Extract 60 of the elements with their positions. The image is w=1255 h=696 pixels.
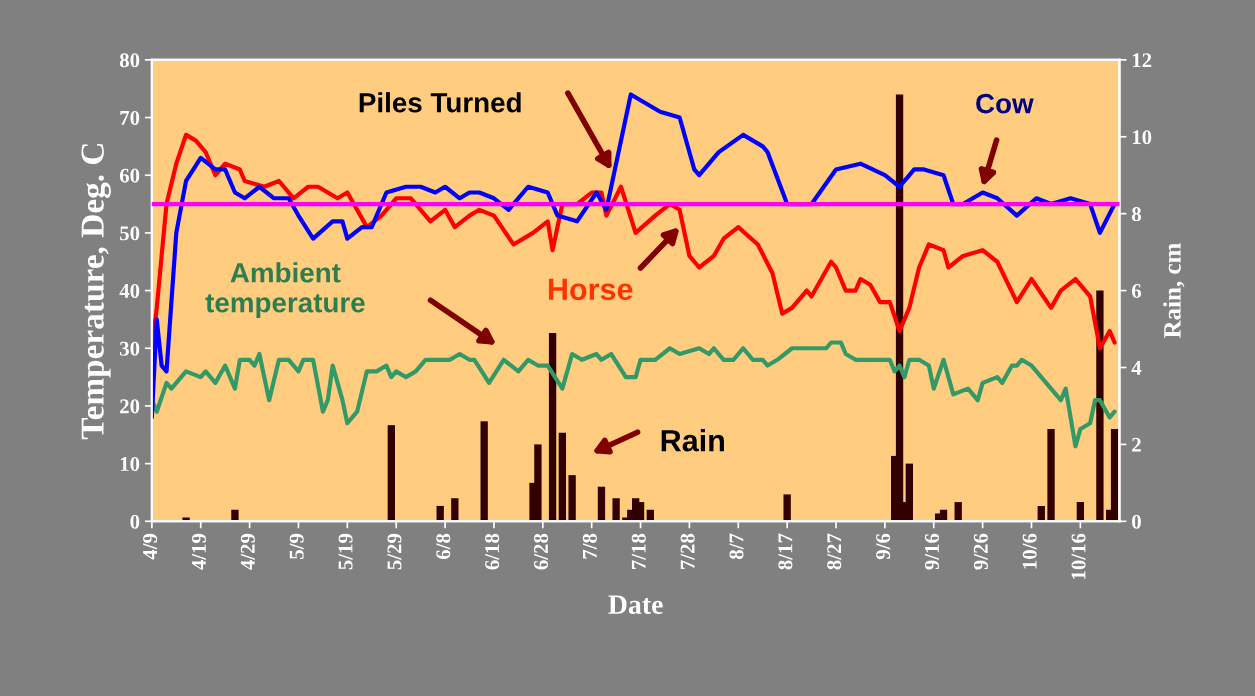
bar xyxy=(597,486,606,522)
bar xyxy=(480,421,488,522)
y-tick-label: 20 xyxy=(120,399,140,414)
x-tick-label: 4/19 xyxy=(191,533,206,570)
y2-tick-label: 12 xyxy=(1132,53,1152,68)
bar xyxy=(568,475,576,522)
x-tick-label: 7/18 xyxy=(631,533,646,569)
x-tick-label: 4/29 xyxy=(240,533,255,570)
bar xyxy=(231,509,239,522)
annotation: Horse xyxy=(548,278,633,301)
annotation: Ambient temperature xyxy=(205,262,365,319)
bar xyxy=(558,432,567,522)
y2-tick-label: 4 xyxy=(1131,361,1142,375)
line-series xyxy=(151,92,1117,420)
y-tick-label: 70 xyxy=(120,110,140,125)
y-tick-label: 60 xyxy=(119,168,140,183)
x-tick-label: 5/19 xyxy=(338,533,353,570)
annotation: Piles Turned xyxy=(359,92,521,113)
y2-axis-title: Rain, cm xyxy=(1163,243,1185,339)
bar xyxy=(1096,290,1104,522)
annotation: Cow xyxy=(976,93,1034,114)
bar xyxy=(905,463,913,522)
y-tick-label: 10 xyxy=(120,457,140,472)
y-tick-label: 80 xyxy=(119,53,140,68)
x-tick-label: 8/7 xyxy=(729,533,744,560)
line-series xyxy=(151,132,1117,351)
y2-tick-label: 10 xyxy=(1132,130,1152,145)
x-tick-label: 6/18 xyxy=(485,533,500,570)
bar xyxy=(1047,429,1055,522)
bar xyxy=(451,498,459,522)
bar xyxy=(612,498,620,522)
y-tick-label: 0 xyxy=(130,514,140,529)
y2-tick-label: 2 xyxy=(1132,437,1141,452)
bar xyxy=(548,332,557,522)
x-axis-title: Date xyxy=(608,595,663,614)
x-tick-label: 4/9 xyxy=(143,533,158,560)
x-tick-label: 10/6 xyxy=(1022,533,1037,569)
x-tick-label: 5/29 xyxy=(387,533,402,570)
x-tick-label: 9/16 xyxy=(924,533,939,570)
y2-tick-label: 6 xyxy=(1131,284,1142,299)
y2-tick-label: 8 xyxy=(1131,207,1141,222)
x-tick-label: 7/8 xyxy=(582,533,597,559)
x-tick-label: 8/27 xyxy=(827,533,842,570)
x-tick-label: 6/8 xyxy=(436,533,451,560)
annotation: Rain xyxy=(661,429,724,452)
bar xyxy=(1110,429,1119,522)
x-tick-label: 8/17 xyxy=(778,533,793,570)
x-tick-label: 7/28 xyxy=(680,533,695,569)
y-axis-title: Temperature, Deg. C xyxy=(81,144,111,440)
x-tick-label: 10/16 xyxy=(1071,533,1086,579)
x-tick-label: 9/6 xyxy=(876,533,891,560)
bar xyxy=(387,425,395,522)
y-tick-label: 50 xyxy=(120,226,140,241)
y-tick-label: 30 xyxy=(120,341,140,356)
x-tick-label: 6/28 xyxy=(533,533,549,570)
x-tick-label: 5/9 xyxy=(289,533,304,559)
x-tick-label: 9/26 xyxy=(973,533,988,570)
bar xyxy=(783,494,791,522)
y2-tick-label: 0 xyxy=(1132,514,1141,529)
y-tick-label: 40 xyxy=(119,283,140,299)
